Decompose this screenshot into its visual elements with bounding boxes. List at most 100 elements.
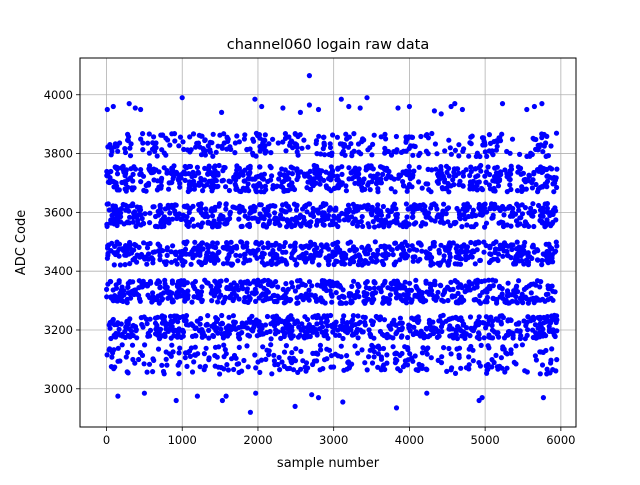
data-point xyxy=(415,314,421,320)
data-point xyxy=(544,217,550,223)
data-point xyxy=(508,166,515,172)
data-point xyxy=(539,262,545,268)
data-point xyxy=(212,177,218,183)
data-point xyxy=(485,321,491,327)
data-point xyxy=(441,298,447,304)
data-point xyxy=(202,259,209,265)
data-point xyxy=(510,335,516,341)
data-point xyxy=(552,333,558,340)
data-point xyxy=(544,366,550,372)
data-point xyxy=(199,240,205,246)
data-point xyxy=(429,130,435,137)
data-point xyxy=(109,320,115,326)
data-point xyxy=(295,284,301,290)
data-point xyxy=(177,134,184,140)
data-point xyxy=(405,357,411,363)
data-point xyxy=(289,284,296,290)
data-point xyxy=(406,247,413,253)
data-point xyxy=(501,212,507,218)
data-point xyxy=(375,364,381,370)
data-point xyxy=(136,278,142,284)
data-point xyxy=(459,224,465,230)
data-point xyxy=(181,146,187,152)
data-point xyxy=(330,249,336,255)
data-point xyxy=(226,187,232,194)
data-point xyxy=(378,134,384,140)
data-point xyxy=(135,221,141,227)
data-point xyxy=(132,360,138,366)
data-point xyxy=(508,255,514,261)
data-point xyxy=(335,165,341,171)
data-point xyxy=(404,288,410,294)
data-point xyxy=(348,141,354,147)
data-point xyxy=(328,291,334,297)
data-point xyxy=(224,146,230,152)
data-point xyxy=(192,344,198,350)
data-point xyxy=(202,363,208,369)
data-point xyxy=(233,171,239,177)
data-point xyxy=(266,212,272,219)
data-point xyxy=(333,215,339,221)
data-point xyxy=(161,214,167,220)
data-point xyxy=(385,148,392,155)
data-point xyxy=(365,296,371,302)
data-point xyxy=(412,292,418,298)
data-point xyxy=(419,207,426,213)
data-point xyxy=(164,284,170,290)
data-point xyxy=(256,279,262,285)
data-point xyxy=(165,328,171,334)
data-point xyxy=(199,284,205,290)
data-point xyxy=(464,245,470,251)
data-point xyxy=(405,345,411,351)
data-point xyxy=(190,169,196,175)
data-point xyxy=(312,241,318,247)
data-point xyxy=(380,345,387,352)
data-point xyxy=(479,395,485,401)
data-point xyxy=(375,351,381,357)
data-point xyxy=(489,322,495,329)
data-point xyxy=(330,329,336,335)
data-point xyxy=(251,208,257,214)
data-point xyxy=(261,206,267,213)
data-point xyxy=(505,280,511,286)
data-point xyxy=(110,203,116,209)
data-point xyxy=(355,350,361,356)
data-point xyxy=(313,140,319,147)
data-point xyxy=(369,360,376,366)
data-point xyxy=(542,224,548,230)
data-point xyxy=(141,240,147,246)
data-point xyxy=(263,294,269,300)
data-point xyxy=(203,206,209,212)
data-point xyxy=(283,209,289,215)
data-point xyxy=(522,336,528,342)
data-point xyxy=(410,152,416,158)
data-point xyxy=(497,169,504,175)
data-point xyxy=(210,131,216,137)
data-point xyxy=(460,183,466,189)
data-point xyxy=(134,335,140,341)
data-point xyxy=(462,208,469,214)
data-point xyxy=(128,333,134,339)
data-point xyxy=(438,283,444,289)
data-point xyxy=(286,218,292,224)
data-point xyxy=(318,320,324,326)
data-point xyxy=(111,250,117,256)
data-point xyxy=(478,162,484,169)
data-point xyxy=(350,220,356,227)
data-point xyxy=(451,173,457,179)
data-point xyxy=(412,330,418,337)
data-point xyxy=(150,294,156,300)
data-point xyxy=(438,313,444,319)
data-point xyxy=(370,258,376,264)
data-point xyxy=(297,212,303,218)
data-point xyxy=(242,132,248,138)
data-point xyxy=(394,245,400,251)
data-point xyxy=(461,297,467,303)
data-point xyxy=(359,262,365,268)
data-point xyxy=(140,140,146,146)
data-point xyxy=(125,349,131,356)
data-point xyxy=(382,280,388,286)
data-point xyxy=(341,144,347,150)
data-point xyxy=(122,179,128,185)
data-point xyxy=(360,223,366,229)
